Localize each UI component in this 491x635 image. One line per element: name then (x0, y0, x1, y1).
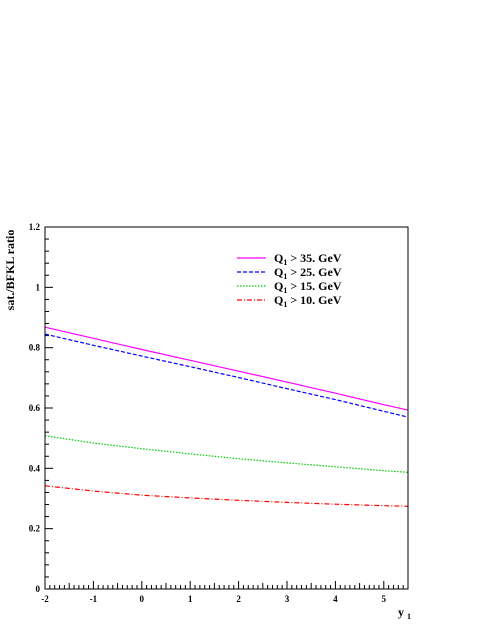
legend-label-rest: > 35. GeV (287, 251, 341, 265)
x-tick-label: 3 (285, 594, 290, 604)
legend-label-subscript: 1 (283, 300, 287, 309)
x-axis-label: y 1 (398, 605, 411, 621)
legend-label: Q1 > 25. GeV (274, 265, 342, 281)
y-axis-ticks: 0 0.2 0.4 0.6 0.8 1 1.2 (29, 222, 53, 594)
x-tick-label: 5 (382, 594, 387, 604)
x-tick-label: -2 (41, 594, 49, 604)
y-axis-label: sat./BFKL ratio (3, 230, 17, 311)
x-tick-label: 2 (236, 594, 241, 604)
y-tick-label: 1 (36, 282, 41, 292)
y-tick-label: 0.8 (29, 343, 41, 353)
series-line-1 (44, 326, 409, 411)
x-axis-ticks: -2 -1 0 1 2 3 4 5 (41, 581, 409, 604)
y-tick-label: 0.4 (29, 463, 41, 473)
series-lines (44, 326, 409, 507)
legend-label-main: Q (274, 293, 283, 307)
y-tick-label: 0.6 (29, 403, 41, 413)
series-line-4 (44, 485, 409, 507)
legend-label-main: Q (274, 279, 283, 293)
legend-label-subscript: 1 (283, 258, 287, 267)
y-tick-label: 0 (36, 584, 41, 594)
legend-label: Q1 > 15. GeV (274, 279, 342, 295)
y-tick-label: 1.2 (29, 222, 41, 232)
legend-label-subscript: 1 (283, 286, 287, 295)
x-tick-label: 4 (333, 594, 338, 604)
legend-label-main: Q (274, 265, 283, 279)
plot-frame (44, 226, 409, 590)
x-axis-label-main: y (398, 605, 404, 619)
legend-label-main: Q (274, 251, 283, 265)
y-tick-label: 0.2 (29, 524, 41, 534)
legend-label-rest: > 15. GeV (287, 279, 341, 293)
legend-label-subscript: 1 (283, 272, 287, 281)
x-tick-label: 0 (140, 594, 145, 604)
legend-label: Q1 > 35. GeV (274, 251, 342, 267)
series-line-3 (44, 435, 409, 473)
x-axis-label-subscript: 1 (407, 612, 411, 621)
x-tick-label: -1 (90, 594, 98, 604)
legend-label: Q1 > 10. GeV (274, 293, 342, 309)
x-tick-label: 1 (188, 594, 193, 604)
legend-label-rest: > 25. GeV (287, 265, 341, 279)
legend-label-rest: > 10. GeV (287, 293, 341, 307)
series-line-2 (44, 333, 409, 418)
